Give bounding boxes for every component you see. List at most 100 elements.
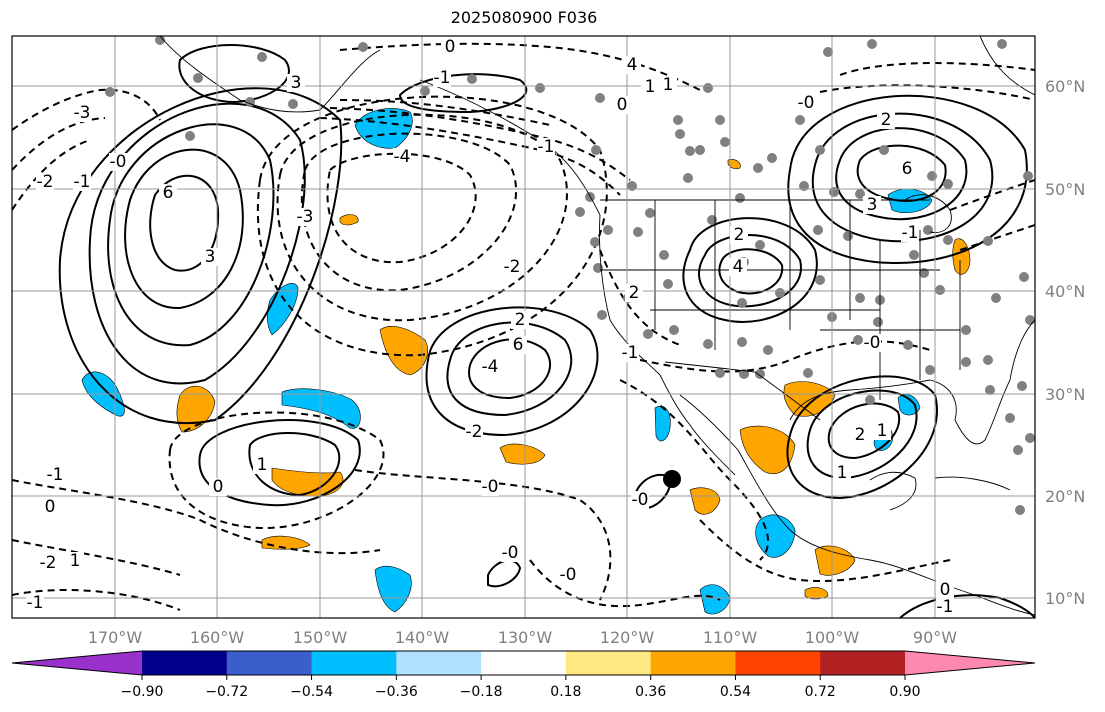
coast-baja bbox=[659, 374, 736, 476]
contour-label: 4 bbox=[733, 257, 744, 277]
contour-label: 1 bbox=[877, 421, 888, 441]
contour-label-bg bbox=[441, 38, 459, 56]
colorbar-tick-label: 0.54 bbox=[720, 684, 751, 700]
contour-label-bg bbox=[863, 334, 881, 352]
contour-label-bg bbox=[730, 226, 748, 244]
contour-label-bg bbox=[66, 552, 84, 570]
contour-label: -1 bbox=[434, 68, 451, 88]
colorbar-segment bbox=[396, 651, 482, 675]
contour-label: -1 bbox=[937, 597, 954, 617]
shade-orange-central bbox=[379, 326, 429, 376]
contour-label: -4 bbox=[482, 357, 499, 377]
contour-plains-dashed bbox=[599, 249, 681, 346]
contour-label: 1 bbox=[645, 77, 656, 97]
shade-blue-central bbox=[281, 388, 361, 429]
contour-label-bg bbox=[621, 344, 639, 362]
contour-high-ne-1 bbox=[856, 144, 947, 202]
contour-alaska-1 bbox=[178, 44, 290, 104]
contour-label: 1 bbox=[663, 75, 674, 95]
contour-high-plains-3 bbox=[682, 217, 818, 323]
lon-label: 150°W bbox=[293, 628, 348, 647]
shade-orange-mexico2 bbox=[689, 487, 721, 515]
contour-label: 2 bbox=[629, 283, 640, 303]
coast-mexico-west bbox=[679, 394, 871, 561]
contour-label-bg bbox=[631, 491, 649, 509]
contour-label: -1 bbox=[902, 223, 919, 243]
lat-label: 20°N bbox=[1045, 487, 1085, 506]
contour-label: 6 bbox=[902, 159, 913, 179]
contour-label: -3 bbox=[74, 103, 91, 123]
shade-orange-small1 bbox=[261, 535, 311, 550]
colorbar-segment bbox=[820, 651, 906, 675]
contour-label-bg bbox=[209, 478, 227, 496]
contour-label-bg bbox=[36, 173, 54, 191]
contour-label-bg bbox=[537, 138, 555, 156]
colorbar-tick-label: −0.90 bbox=[121, 684, 164, 700]
contour-high-dateline-3 bbox=[107, 123, 275, 347]
coast-yucatan bbox=[869, 471, 917, 511]
contour-ne-dashed-3 bbox=[949, 179, 1035, 211]
lon-label: 140°W bbox=[395, 628, 450, 647]
shade-orange-plains bbox=[727, 159, 741, 170]
latitude-labels: 60°N 50°N 40°N 30°N 20°N 10°N bbox=[1045, 77, 1085, 608]
contour-label: 0 bbox=[45, 497, 56, 517]
coast-gulf bbox=[789, 379, 957, 421]
contour-low-gulf-4 bbox=[256, 95, 608, 357]
contour-label: 0 bbox=[445, 37, 456, 57]
contour-south-dashed-2 bbox=[12, 539, 181, 576]
contour-label: -1 bbox=[47, 465, 64, 485]
shade-orange-small2 bbox=[339, 214, 359, 226]
contour-label: 0 bbox=[940, 580, 951, 600]
contour-label: 2 bbox=[855, 425, 866, 445]
coast-us-west bbox=[599, 214, 661, 376]
shade-orange-low bbox=[271, 467, 344, 497]
contour-label-bg bbox=[26, 594, 44, 612]
contour-label-bg bbox=[109, 153, 127, 171]
contour-label-bg bbox=[511, 311, 529, 329]
contour-ne-dashed-4 bbox=[959, 224, 1035, 251]
colorbar: −0.90 −0.72 −0.54 −0.36 −0.18 0.18 0.36 0.54 0.7… bbox=[11, 650, 1036, 700]
contour-label-bg bbox=[623, 56, 641, 74]
contour-label: -0 bbox=[632, 490, 649, 510]
contour-ne-dashed-1 bbox=[839, 62, 1035, 76]
colorbar-extend-low bbox=[12, 651, 142, 675]
colorbar-extend-high bbox=[905, 651, 1035, 675]
contour-label: 2 bbox=[734, 225, 745, 245]
contour-label: 1 bbox=[70, 551, 81, 571]
contour-label: 3 bbox=[867, 195, 878, 215]
colorbar-segment bbox=[311, 651, 397, 675]
contour-label: -2 bbox=[40, 553, 57, 573]
contour-high-se-1 bbox=[827, 402, 901, 460]
contour-label-bg bbox=[659, 76, 677, 94]
contour-label-bg bbox=[863, 196, 881, 214]
contour-label-bg bbox=[287, 74, 305, 92]
colorbar-tick-label: 0.36 bbox=[635, 684, 666, 700]
contour-label: -2 bbox=[504, 257, 521, 277]
lon-label: 160°W bbox=[190, 628, 245, 647]
contour-mexico-dashed-3 bbox=[699, 519, 951, 582]
contour-label: 6 bbox=[513, 335, 524, 355]
lat-label: 40°N bbox=[1045, 282, 1085, 301]
border-us-mexico bbox=[664, 361, 821, 421]
contour-west-dashed-3 bbox=[12, 139, 91, 211]
colorbar-segment bbox=[226, 651, 313, 675]
contour-label-bg bbox=[39, 554, 57, 572]
contour-label-bg bbox=[465, 423, 483, 441]
contour-label: -0 bbox=[798, 93, 815, 113]
shade-orange-west bbox=[176, 385, 216, 433]
contour-label-bg bbox=[201, 248, 219, 266]
contour-high-se-3 bbox=[786, 375, 938, 500]
contour-label: 0 bbox=[617, 95, 628, 115]
contour-south-dashed bbox=[12, 479, 381, 555]
contour-label-bg bbox=[901, 224, 919, 242]
lat-label: 10°N bbox=[1045, 589, 1085, 608]
contour-label: 4 bbox=[627, 55, 638, 75]
coast-central-am bbox=[869, 559, 1035, 616]
colorbar-tick-label: 0.18 bbox=[550, 684, 581, 700]
contour-high-dateline-4 bbox=[88, 102, 306, 385]
contour-dashed-band-3 bbox=[339, 99, 551, 126]
colorbar-segment bbox=[650, 651, 736, 675]
contour-label-bg bbox=[898, 160, 916, 178]
